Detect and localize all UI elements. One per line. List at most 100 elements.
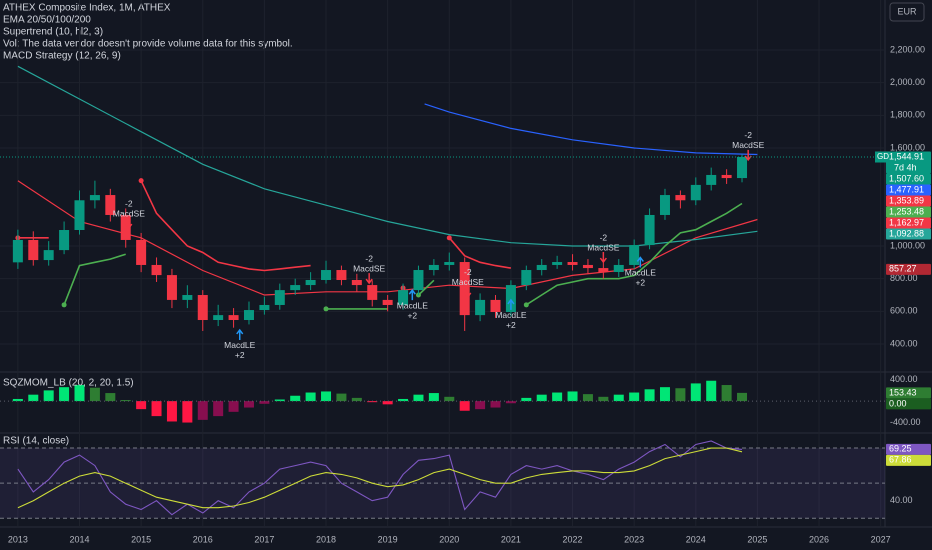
price-badge-label: 1,477.91	[889, 184, 924, 194]
histogram-bar	[475, 401, 486, 410]
price-badge	[886, 173, 931, 185]
price-badge	[886, 217, 931, 229]
indicator-label: Vol: The data vendor doesn't provide vol…	[3, 39, 293, 50]
candle-body	[59, 230, 70, 251]
signal-arrow	[236, 328, 244, 340]
signal-label: +2	[635, 278, 645, 288]
signal-label: MacdLE	[397, 300, 429, 310]
x-tick-label: 2020	[439, 534, 459, 544]
signal-arrow	[464, 286, 472, 299]
indicator-label: EMA 20/50/100/200	[3, 15, 91, 26]
signal-label: +2	[506, 320, 516, 330]
plot	[0, 65, 885, 516]
histogram-bar	[737, 392, 748, 402]
histogram-bar	[213, 401, 224, 417]
currency-label[interactable]: EUR	[897, 6, 917, 16]
price-badge	[886, 184, 931, 196]
signal-label: MacdLE	[625, 268, 657, 278]
histogram-bar	[228, 401, 239, 412]
histogram-bar	[613, 394, 624, 402]
candle-body	[89, 195, 100, 201]
last-tag: GD	[877, 152, 889, 161]
signal-label: MacdSE	[587, 242, 619, 252]
indicator-label: MACD Strategy (12, 26, 9)	[3, 51, 121, 62]
signal-label: MacdSE	[732, 140, 764, 150]
signal-arrow	[599, 252, 607, 264]
price-badge-label: 1,544.91	[889, 151, 924, 161]
x-tick-label: 2024	[686, 534, 706, 544]
signal-label: -2	[125, 198, 133, 208]
histogram-bar	[536, 394, 547, 402]
y-tick-label: 400.00	[890, 374, 918, 384]
candle-body	[536, 264, 547, 271]
histogram-bar	[182, 401, 193, 423]
candle-body	[182, 295, 193, 300]
price-badge-label: 69.25	[889, 444, 912, 454]
histogram-bar	[43, 390, 54, 402]
price-badge-label: 857.27	[889, 264, 917, 274]
signal-label: -2	[365, 253, 373, 263]
supertrend-start	[323, 306, 329, 312]
candle-body	[151, 264, 162, 276]
candle-body	[675, 195, 686, 201]
candle-body	[598, 268, 609, 272]
supertrend-line	[63, 202, 743, 310]
histogram-bar	[413, 394, 424, 402]
candle-body	[582, 264, 593, 269]
price-badge-label: 1,162.97	[889, 217, 924, 227]
price-badge	[886, 454, 931, 466]
histogram-bar	[428, 393, 439, 402]
y-tick-label: 600.00	[890, 306, 918, 316]
histogram-bar	[490, 401, 501, 408]
price-badge	[886, 228, 931, 240]
price-badge-label: 67.86	[889, 455, 912, 465]
candle-body	[136, 239, 147, 265]
candle-body	[305, 279, 316, 286]
symbol-title: ATHEX Composite Index, 1M, ATHEX	[3, 3, 171, 14]
candle-body	[398, 290, 409, 305]
histogram-bar	[166, 401, 177, 422]
candle-body	[290, 285, 301, 291]
y-tick-label: 1,800.00	[890, 110, 925, 120]
x-tick-label: 2013	[8, 534, 28, 544]
histogram-bar	[351, 397, 362, 402]
candle-body	[351, 279, 362, 286]
histogram-bar	[197, 401, 208, 420]
x-tick-label: 2016	[193, 534, 213, 544]
y-tick-label: 40.00	[890, 495, 913, 505]
histogram-bar	[120, 400, 131, 402]
last-tag-box	[875, 151, 889, 163]
currency-button[interactable]	[889, 2, 925, 22]
price-badge-label: 153.43	[889, 387, 917, 397]
signal-label: MacdLE	[495, 310, 527, 320]
signal-label: MacdSE	[113, 208, 145, 218]
histogram-bar	[12, 398, 23, 402]
candle-body	[382, 299, 393, 305]
signal-arrow	[507, 298, 515, 310]
signal-label: MacdSE	[452, 277, 484, 287]
candle-body	[552, 262, 563, 265]
signal-label: -2	[600, 232, 608, 242]
histogram-bar	[721, 385, 732, 402]
candle-body	[521, 270, 532, 286]
indicator-label: Supertrend (10, hl2, 3)	[3, 27, 103, 38]
histogram-bar	[74, 385, 85, 402]
supertrend-start	[138, 178, 144, 184]
candle-body	[197, 295, 208, 321]
signal-arrow	[408, 288, 416, 301]
x-tick-label: 2019	[378, 534, 398, 544]
histogram-bar	[89, 387, 100, 402]
x-tick-label: 2025	[747, 534, 767, 544]
histogram-bar	[305, 392, 316, 402]
supertrend-start	[61, 302, 67, 308]
candle-body	[490, 299, 501, 313]
price-badge	[886, 263, 931, 275]
candle-body	[367, 285, 378, 300]
histogram-bar	[552, 392, 563, 402]
signal-arrow	[125, 218, 133, 230]
candle-body	[120, 214, 131, 240]
histogram-bar	[690, 383, 701, 402]
histogram-bar	[136, 401, 147, 410]
candle-body	[459, 262, 470, 316]
